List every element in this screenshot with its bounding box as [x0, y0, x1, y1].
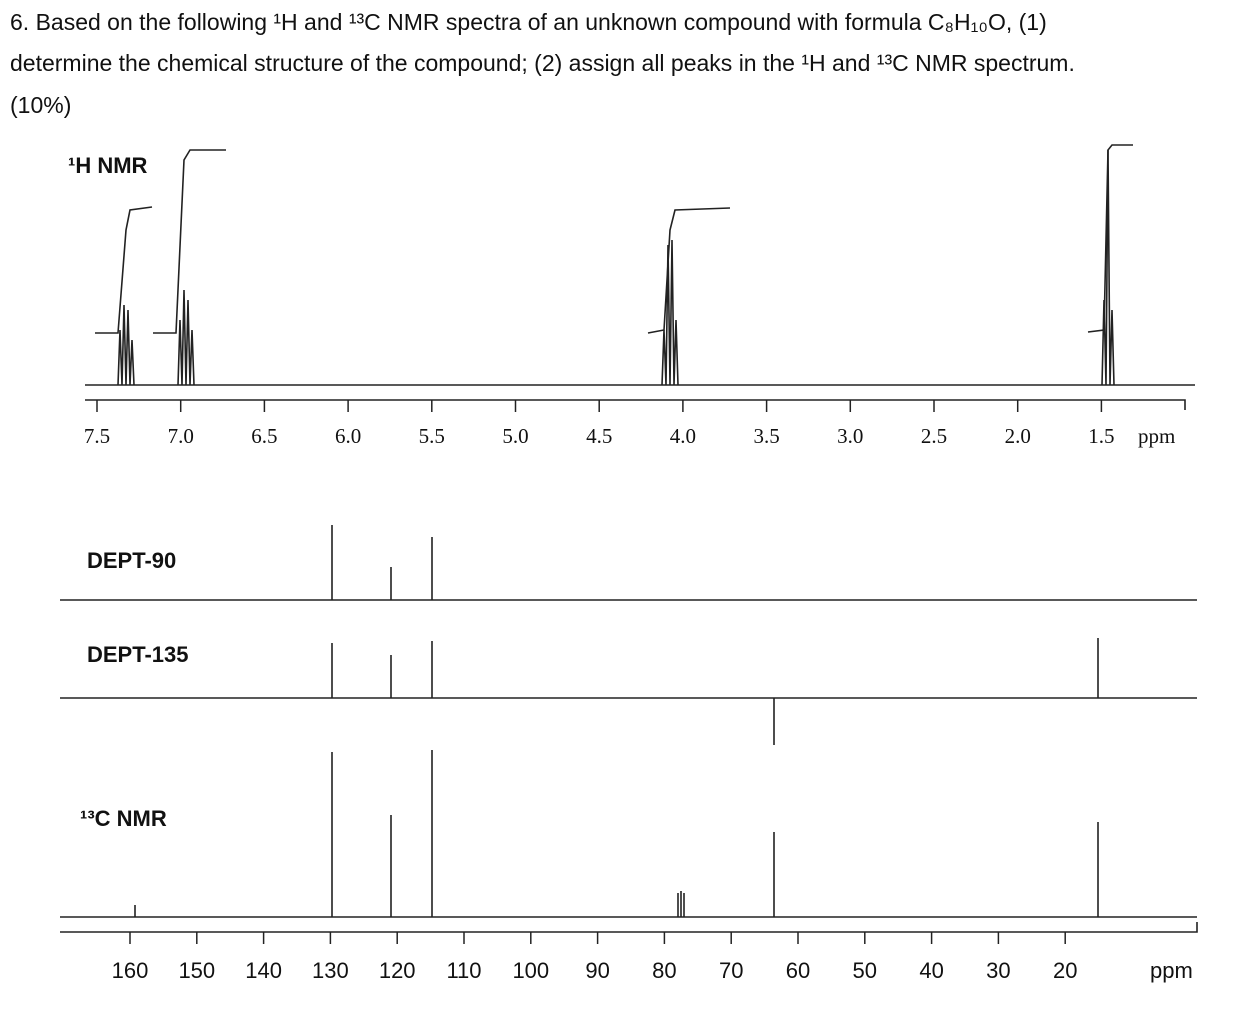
dept135-spectrum — [60, 638, 1197, 745]
tick-label: 60 — [786, 958, 810, 983]
tick-label: 2.5 — [921, 424, 947, 448]
c13-spectrum — [60, 750, 1198, 933]
tick-label: 50 — [853, 958, 877, 983]
spectrum-label: ¹³C NMR — [80, 806, 167, 831]
tick-label: 4.5 — [586, 424, 612, 448]
tick-label: 80 — [652, 958, 676, 983]
tick-label: 110 — [446, 958, 481, 983]
spectrum-label: ¹H NMR — [68, 153, 148, 178]
tick-label: 30 — [986, 958, 1010, 983]
tick-label: 100 — [512, 958, 549, 983]
tick-label: 5.0 — [502, 424, 528, 448]
spectrum-label: DEPT-90 — [87, 548, 176, 573]
tick-label: 140 — [245, 958, 282, 983]
tick-label: 4.0 — [670, 424, 696, 448]
tick-label: 130 — [312, 958, 349, 983]
h1-spectrum — [85, 144, 1195, 410]
tick-label: 120 — [379, 958, 416, 983]
tick-label: 6.0 — [335, 424, 361, 448]
question-line: determine the chemical structure of the … — [10, 50, 1075, 76]
tick-label: 20 — [1053, 958, 1077, 983]
dept90-spectrum — [60, 525, 1197, 601]
tick-label: 5.5 — [419, 424, 445, 448]
tick-label: 1.5 — [1088, 424, 1114, 448]
axis-unit: ppm — [1138, 424, 1175, 448]
tick-label: 3.0 — [837, 424, 863, 448]
tick-label: 70 — [719, 958, 743, 983]
tick-label: 90 — [585, 958, 609, 983]
tick-label: 40 — [919, 958, 943, 983]
tick-label: 150 — [178, 958, 215, 983]
question-line: 6. Based on the following ¹H and ¹³C NMR… — [10, 9, 1047, 35]
tick-label: 2.0 — [1005, 424, 1031, 448]
tick-label: 160 — [112, 958, 149, 983]
tick-label: 7.0 — [168, 424, 194, 448]
axis-unit: ppm — [1150, 958, 1193, 983]
tick-label: 3.5 — [753, 424, 779, 448]
tick-label: 6.5 — [251, 424, 277, 448]
spectrum-label: DEPT-135 — [87, 642, 189, 667]
question-line: (10%) — [10, 92, 71, 118]
tick-label: 7.5 — [84, 424, 110, 448]
